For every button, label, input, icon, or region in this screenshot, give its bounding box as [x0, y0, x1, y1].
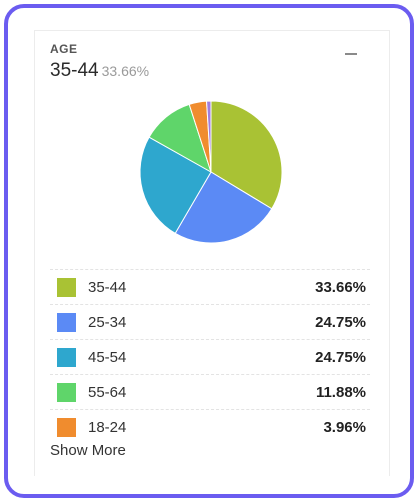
legend-swatch	[57, 312, 76, 332]
pie-slice	[174, 171, 273, 244]
headline-percent: 33.66%	[101, 63, 150, 79]
legend-value: 3.96%	[323, 418, 366, 436]
minimize-icon[interactable]	[345, 53, 357, 55]
legend-row: 55-64 11.88%	[50, 374, 370, 409]
pie-slice	[206, 100, 212, 173]
headline: 35-44 33.66%	[50, 60, 149, 82]
legend-value: 33.66%	[315, 278, 366, 296]
legend-label: 25-34	[88, 313, 127, 331]
legend-swatch	[57, 382, 76, 402]
pie-slice	[139, 136, 212, 235]
legend: 35-44 33.66% 25-34 24.75% 45-54 24.75% 5…	[50, 269, 370, 444]
legend-row: 18-24 3.96%	[50, 409, 370, 444]
legend-label: 18-24	[88, 418, 127, 436]
legend-label: 55-64	[88, 383, 127, 401]
show-more-link[interactable]: Show More	[50, 442, 126, 459]
legend-label: 45-54	[88, 348, 127, 366]
legend-row: 45-54 24.75%	[50, 339, 370, 374]
legend-swatch	[57, 277, 76, 297]
pie-slice	[210, 100, 283, 210]
legend-swatch	[57, 417, 76, 437]
legend-row: 25-34 24.75%	[50, 304, 370, 339]
legend-swatch	[57, 347, 76, 367]
legend-row: 35-44 33.66%	[50, 269, 370, 304]
headline-value: 35-44	[50, 60, 99, 81]
legend-label: 35-44	[88, 278, 127, 296]
legend-value: 24.75%	[315, 348, 366, 366]
legend-value: 24.75%	[315, 313, 366, 331]
legend-value: 11.88%	[315, 383, 366, 401]
card-label: AGE	[50, 42, 78, 56]
